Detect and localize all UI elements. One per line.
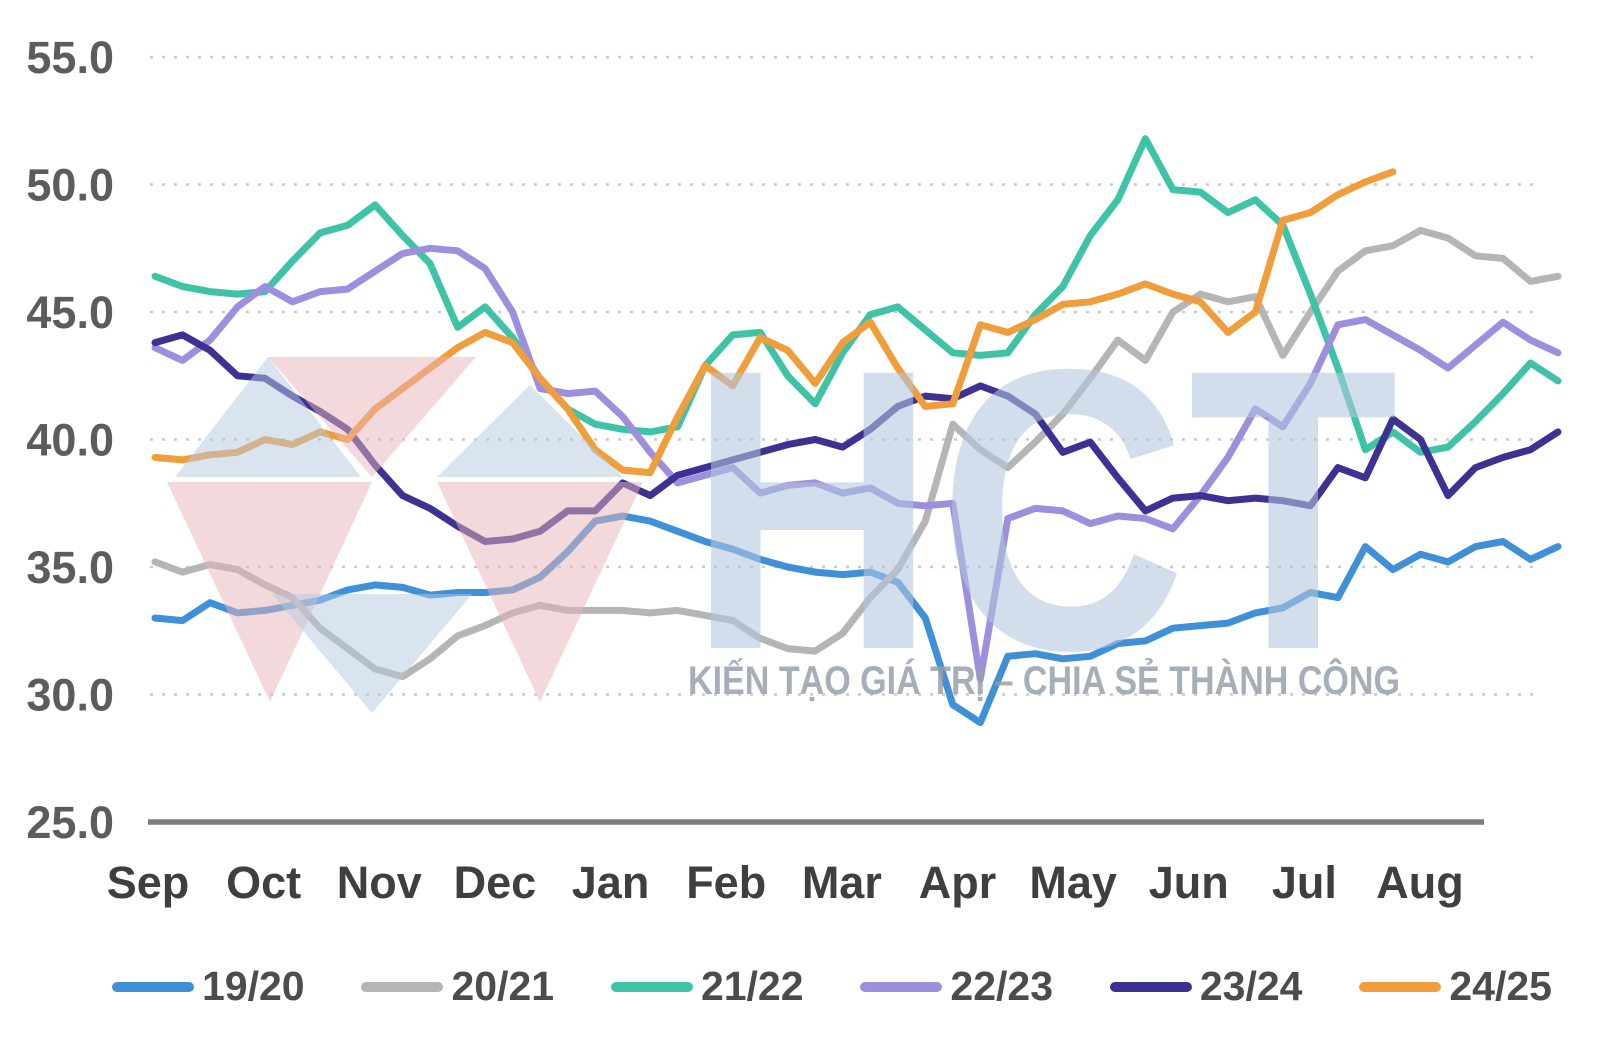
watermark-diamond-2 [437, 385, 623, 477]
series-line-23/24 [151, 331, 1562, 545]
legend-label-20/21: 20/21 [451, 963, 555, 1009]
y-tick-label-55.0: 55.0 [26, 32, 114, 83]
x-tick-label-Apr: Apr [919, 857, 997, 908]
legend-marker-23/24 [1109, 981, 1192, 992]
legend-item-21/22[interactable]: 21/22 [610, 963, 804, 1009]
x-tick-label-Jan: Jan [572, 857, 650, 908]
y-tick-label-50.0: 50.0 [26, 160, 114, 211]
y-tick-label-25.0: 25.0 [26, 797, 114, 848]
gridlines [148, 55, 1542, 825]
legend-marker-20/21 [361, 981, 444, 992]
legend-label-23/24: 23/24 [1199, 963, 1303, 1009]
x-axis-labels: Sep Oct Nov Dec Jan Feb Mar Apr May Jun Jul Aug [107, 857, 1464, 908]
watermark-diamond-4 [437, 482, 643, 702]
watermark-diamond-0 [175, 357, 361, 477]
legend-item-22/23[interactable]: 22/23 [860, 966, 1053, 1007]
legend-label-19/20: 19/20 [202, 963, 305, 1009]
chart-legend: 19/20 20/21 21/22 22/23 23/24 24/25 [112, 966, 1552, 1007]
watermark-diamond-5 [272, 594, 472, 713]
legend-item-23/24[interactable]: 23/24 [1109, 963, 1303, 1009]
x-tick-label-Jul: Jul [1272, 857, 1337, 908]
legend-item-20/21[interactable]: 20/21 [361, 966, 554, 1007]
legend-item-24/25[interactable]: 24/25 [1359, 966, 1552, 1007]
watermark-brand-text: HCT [688, 286, 1400, 733]
legend-label-24/25: 24/25 [1449, 963, 1552, 1009]
y-axis-labels: 55.0 50.0 45.0 40.0 35.0 30.0 25.0 [26, 32, 114, 848]
legend-marker-19/20 [112, 981, 194, 992]
x-tick-label-Sep: Sep [107, 857, 190, 908]
x-tick-label-Jun: Jun [1149, 857, 1229, 908]
legend-item-19/20[interactable]: 19/20 [112, 966, 305, 1007]
x-tick-label-Aug: Aug [1376, 857, 1463, 908]
x-tick-label-Nov: Nov [337, 857, 422, 908]
x-tick-label-Oct: Oct [226, 857, 301, 908]
y-tick-label-40.0: 40.0 [26, 415, 114, 466]
legend-marker-24/25 [1359, 981, 1442, 992]
x-tick-label-Dec: Dec [454, 857, 537, 908]
watermark-diamond-3 [167, 482, 372, 702]
y-tick-label-45.0: 45.0 [26, 287, 114, 338]
y-tick-label-30.0: 30.0 [26, 670, 114, 721]
legend-label-21/22: 21/22 [700, 963, 804, 1009]
legend-marker-22/23 [860, 981, 943, 992]
y-tick-label-35.0: 35.0 [26, 542, 114, 593]
watermark-diamond-1 [268, 357, 476, 477]
x-tick-label-May: May [1029, 857, 1117, 908]
x-tick-label-Feb: Feb [686, 857, 766, 908]
x-tick-label-Mar: Mar [802, 857, 882, 908]
legend-label-22/23: 22/23 [950, 963, 1054, 1009]
series-line-22/23 [151, 244, 1562, 683]
watermark-slogan-text: KIẾN TẠO GIÁ TRỊ – CHIA SẺ THÀNH CÔNG [688, 657, 1400, 703]
series-line-19/20 [151, 512, 1562, 727]
legend-marker-21/22 [610, 981, 693, 992]
